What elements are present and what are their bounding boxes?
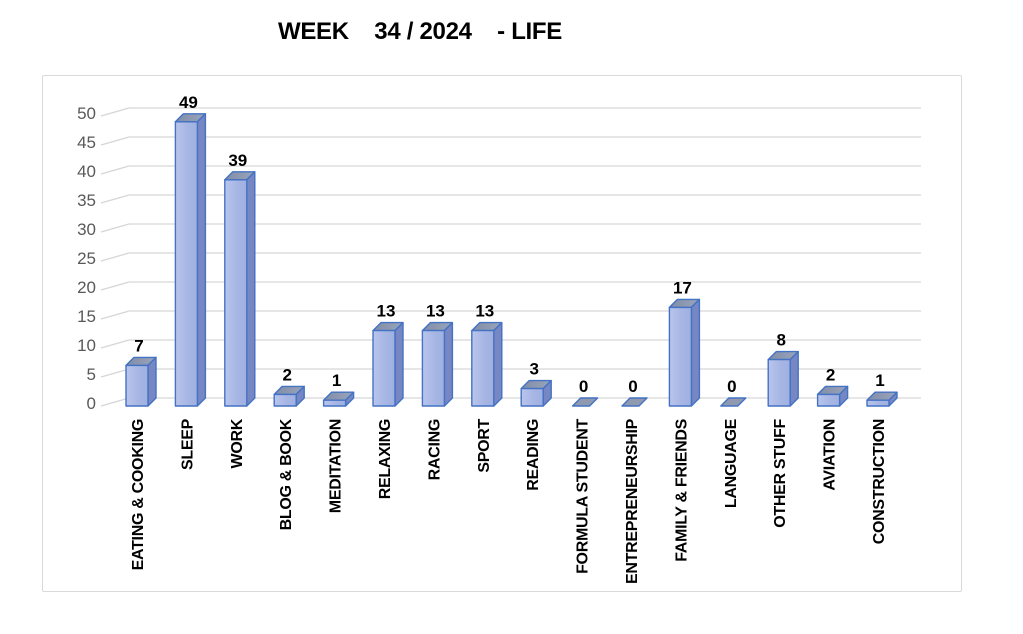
bar-value-label: 2 bbox=[826, 365, 835, 384]
category-label: EATING & COOKING bbox=[130, 419, 147, 570]
bar-side-face bbox=[493, 321, 503, 407]
y-tick-label-20: 20 bbox=[77, 278, 96, 297]
bar-value-label: 8 bbox=[776, 331, 785, 350]
y-tick-label-10: 10 bbox=[77, 336, 96, 355]
y-tick-label-15: 15 bbox=[77, 307, 96, 326]
bar-side-face bbox=[690, 298, 701, 407]
zero-bar-face bbox=[720, 397, 747, 407]
bar-value-label: 49 bbox=[179, 93, 198, 112]
bar-construction bbox=[866, 391, 898, 407]
gridline-0 bbox=[100, 397, 921, 407]
bar-value-label: 2 bbox=[282, 365, 291, 384]
zero-bar-face bbox=[621, 397, 648, 407]
bar-entrepreneurship bbox=[621, 397, 648, 407]
bar-aviation bbox=[816, 385, 849, 407]
bar-formula-student bbox=[571, 397, 599, 407]
bar-value-label: 1 bbox=[332, 371, 341, 390]
bar-value-label: 39 bbox=[228, 151, 247, 170]
bar-value-label: 3 bbox=[529, 360, 538, 379]
bar-front-face bbox=[174, 121, 199, 407]
category-label: READING bbox=[525, 419, 542, 491]
bar-value-label: 0 bbox=[727, 377, 736, 396]
bar-side-face bbox=[789, 350, 799, 407]
bar-front-face bbox=[816, 393, 841, 407]
bar-side-face bbox=[147, 356, 157, 407]
bar-value-label: 13 bbox=[475, 302, 494, 321]
y-tick-label-25: 25 bbox=[77, 249, 96, 268]
gridline-10 bbox=[100, 339, 921, 349]
bar-front-face bbox=[273, 393, 297, 407]
bar-value-label: 13 bbox=[377, 302, 396, 321]
bar-value-label: 7 bbox=[134, 336, 143, 355]
bar-value-label: 13 bbox=[426, 302, 445, 321]
gridline-40 bbox=[100, 165, 921, 175]
zero-bar-face bbox=[571, 397, 599, 407]
category-label: AVIATION bbox=[822, 419, 839, 491]
category-label: FORMULA STUDENT bbox=[575, 418, 592, 573]
y-tick-label-0: 0 bbox=[87, 394, 96, 413]
category-label: SPORT bbox=[476, 418, 493, 472]
category-label: BLOG & BOOK bbox=[278, 418, 295, 530]
bar-front-face bbox=[125, 364, 149, 407]
bar-value-label: 1 bbox=[875, 371, 884, 390]
bar-relaxing bbox=[372, 321, 404, 407]
bar-racing bbox=[421, 321, 454, 407]
gridline-15 bbox=[100, 310, 921, 320]
category-label: CONSTRUCTION bbox=[871, 419, 888, 544]
category-label: LANGUAGE bbox=[723, 418, 740, 508]
gridline-30 bbox=[100, 223, 921, 233]
bar-side-face bbox=[196, 113, 207, 407]
bar-front-face bbox=[471, 329, 495, 407]
bar-front-face bbox=[322, 399, 347, 407]
bar-front-face bbox=[767, 358, 791, 407]
gridline-50 bbox=[100, 107, 921, 117]
y-tick-label-45: 45 bbox=[77, 133, 96, 152]
bar-value-label: 0 bbox=[579, 377, 588, 396]
bar-work bbox=[224, 171, 256, 407]
bar-value-label: 17 bbox=[673, 278, 692, 297]
y-tick-label-40: 40 bbox=[77, 162, 96, 181]
category-label: MEDITATION bbox=[328, 419, 345, 513]
bar-side-face bbox=[246, 171, 256, 407]
bar-side-face bbox=[394, 321, 404, 407]
category-label: RELAXING bbox=[377, 419, 394, 499]
bar-front-face bbox=[866, 399, 890, 407]
bar-language bbox=[720, 397, 747, 407]
chart-frame: 0 5 10 15 20 25 30 35 40 45 50 7 EATING & COOKING 49 S… bbox=[42, 75, 962, 592]
category-label: RACING bbox=[426, 419, 443, 480]
bar-front-face bbox=[520, 387, 544, 407]
bar-value-label: 0 bbox=[628, 377, 637, 396]
bar-eating-cooking bbox=[125, 356, 157, 407]
bar-blog-book bbox=[273, 385, 305, 407]
gridline-35 bbox=[100, 194, 921, 204]
bar-side-face bbox=[443, 321, 454, 407]
chart-title: WEEK 34 / 2024 - LIFE bbox=[278, 18, 562, 45]
category-label: OTHER STUFF bbox=[772, 418, 789, 527]
gridline-25 bbox=[100, 252, 921, 262]
bar-front-face bbox=[668, 306, 693, 407]
y-tick-label-50: 50 bbox=[77, 104, 96, 123]
bar-front-face bbox=[224, 179, 248, 407]
bar-other-stuff bbox=[767, 350, 799, 407]
bar-front-face bbox=[372, 329, 396, 407]
category-label: ENTREPRENEURSHIP bbox=[624, 418, 641, 584]
gridline-20 bbox=[100, 281, 921, 291]
bar-reading bbox=[520, 379, 552, 407]
category-label: SLEEP bbox=[179, 418, 196, 470]
category-label: FAMILY & FRIENDS bbox=[673, 418, 690, 561]
bar-family-friends bbox=[668, 298, 701, 407]
gridline-45 bbox=[100, 136, 921, 146]
category-label: WORK bbox=[229, 418, 246, 468]
y-tick-label-5: 5 bbox=[87, 365, 96, 384]
bar-sleep bbox=[174, 113, 207, 407]
y-tick-label-35: 35 bbox=[77, 191, 96, 210]
bar-sport bbox=[471, 321, 503, 407]
bar-meditation bbox=[322, 391, 355, 407]
bar-front-face bbox=[421, 329, 446, 407]
y-tick-label-30: 30 bbox=[77, 220, 96, 239]
